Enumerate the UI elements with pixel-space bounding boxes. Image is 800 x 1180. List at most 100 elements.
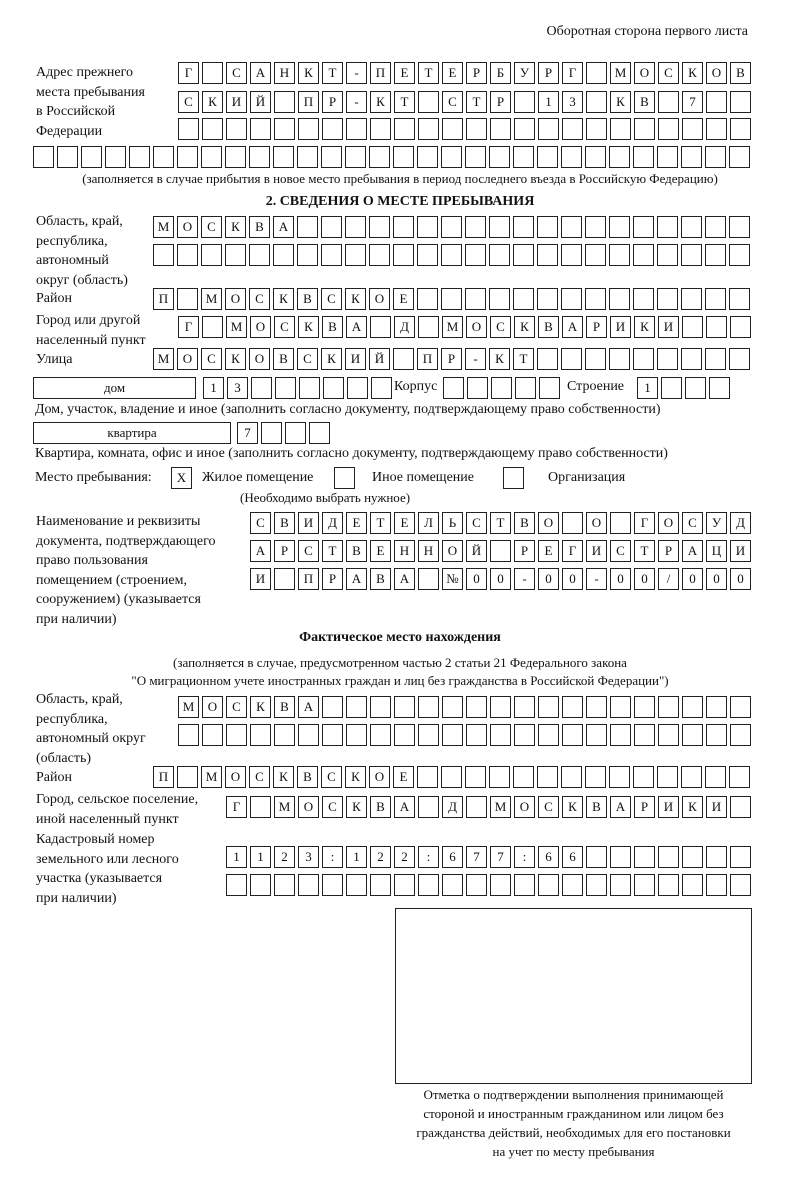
char-cell[interactable]: 1 [226, 846, 247, 868]
char-cell[interactable] [609, 216, 630, 238]
char-cell[interactable]: И [586, 540, 607, 562]
char-cell[interactable] [514, 724, 535, 746]
char-cell[interactable] [562, 874, 583, 896]
char-cell[interactable] [394, 874, 415, 896]
char-cell[interactable] [418, 316, 439, 338]
korpus-cells[interactable] [443, 377, 563, 399]
char-cell[interactable] [321, 216, 342, 238]
char-cell[interactable]: Б [490, 62, 511, 84]
char-cell[interactable] [418, 91, 439, 113]
char-cell[interactable]: С [201, 216, 222, 238]
char-cell[interactable]: К [298, 62, 319, 84]
char-cell[interactable]: С [658, 62, 679, 84]
char-cell[interactable]: 3 [562, 91, 583, 113]
char-cell[interactable]: В [634, 91, 655, 113]
char-cell[interactable]: Р [658, 540, 679, 562]
char-cell[interactable]: А [610, 796, 631, 818]
char-cell[interactable] [537, 348, 558, 370]
char-cell[interactable]: Г [562, 540, 583, 562]
char-cell[interactable] [585, 216, 606, 238]
char-cell[interactable] [298, 874, 319, 896]
char-cell[interactable] [633, 766, 654, 788]
char-cell[interactable] [370, 696, 391, 718]
char-cell[interactable] [634, 846, 655, 868]
char-cell[interactable]: А [250, 540, 271, 562]
char-cell[interactable] [285, 422, 306, 444]
char-cell[interactable]: А [394, 568, 415, 590]
char-cell[interactable]: М [442, 316, 463, 338]
char-cell[interactable]: 1 [250, 846, 271, 868]
char-cell[interactable] [658, 724, 679, 746]
char-cell[interactable]: Р [538, 62, 559, 84]
char-cell[interactable] [538, 118, 559, 140]
char-cell[interactable]: Р [514, 540, 535, 562]
char-cell[interactable]: Т [634, 540, 655, 562]
char-cell[interactable] [515, 377, 536, 399]
char-cell[interactable]: А [394, 796, 415, 818]
char-cell[interactable] [443, 377, 464, 399]
char-cell[interactable] [346, 118, 367, 140]
char-cell[interactable] [513, 766, 534, 788]
char-cell[interactable] [633, 244, 654, 266]
char-cell[interactable]: К [250, 696, 271, 718]
char-cell[interactable] [706, 91, 727, 113]
char-cell[interactable] [513, 288, 534, 310]
actual-region-row-2[interactable] [178, 724, 754, 746]
char-cell[interactable]: О [202, 696, 223, 718]
char-cell[interactable] [490, 540, 511, 562]
char-cell[interactable] [586, 724, 607, 746]
char-cell[interactable]: П [370, 62, 391, 84]
char-cell[interactable] [730, 316, 751, 338]
char-cell[interactable] [681, 766, 702, 788]
char-cell[interactable] [730, 846, 751, 868]
char-cell[interactable]: О [225, 766, 246, 788]
char-cell[interactable]: И [250, 568, 271, 590]
char-cell[interactable]: 0 [490, 568, 511, 590]
char-cell[interactable]: С [682, 512, 703, 534]
char-cell[interactable] [129, 146, 150, 168]
char-cell[interactable] [418, 118, 439, 140]
char-cell[interactable] [490, 696, 511, 718]
char-cell[interactable] [709, 377, 730, 399]
char-cell[interactable]: 3 [298, 846, 319, 868]
char-cell[interactable] [657, 348, 678, 370]
char-cell[interactable] [681, 146, 702, 168]
char-cell[interactable]: Д [730, 512, 751, 534]
char-cell[interactable] [657, 766, 678, 788]
char-cell[interactable]: С [490, 316, 511, 338]
char-cell[interactable] [561, 146, 582, 168]
char-cell[interactable] [346, 696, 367, 718]
char-cell[interactable]: О [658, 512, 679, 534]
char-cell[interactable] [682, 696, 703, 718]
char-cell[interactable]: - [465, 348, 486, 370]
char-cell[interactable] [417, 216, 438, 238]
char-cell[interactable] [585, 288, 606, 310]
char-cell[interactable]: И [658, 316, 679, 338]
char-cell[interactable] [633, 348, 654, 370]
char-cell[interactable] [322, 696, 343, 718]
char-cell[interactable] [609, 766, 630, 788]
char-cell[interactable] [537, 766, 558, 788]
char-cell[interactable]: М [201, 766, 222, 788]
char-cell[interactable] [682, 316, 703, 338]
char-cell[interactable] [705, 146, 726, 168]
char-cell[interactable] [586, 118, 607, 140]
char-cell[interactable] [297, 146, 318, 168]
char-cell[interactable] [323, 377, 344, 399]
char-cell[interactable]: О [538, 512, 559, 534]
char-cell[interactable]: С [274, 316, 295, 338]
char-cell[interactable] [346, 724, 367, 746]
char-cell[interactable] [417, 244, 438, 266]
char-cell[interactable]: И [226, 91, 247, 113]
char-cell[interactable] [706, 696, 727, 718]
char-cell[interactable] [418, 696, 439, 718]
char-cell[interactable]: А [562, 316, 583, 338]
char-cell[interactable] [514, 696, 535, 718]
char-cell[interactable]: 1 [637, 377, 658, 399]
char-cell[interactable] [298, 724, 319, 746]
char-cell[interactable]: / [658, 568, 679, 590]
char-cell[interactable]: К [489, 348, 510, 370]
